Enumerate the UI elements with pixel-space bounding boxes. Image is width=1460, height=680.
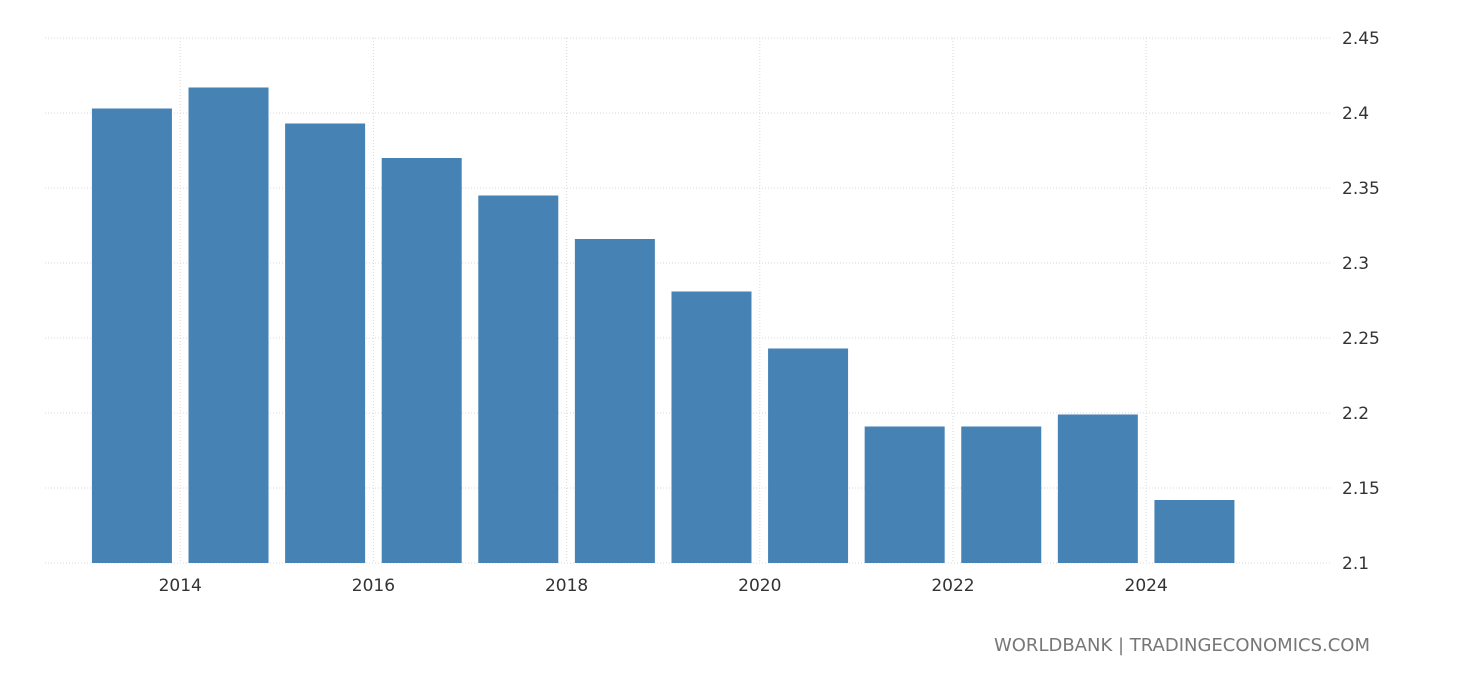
bar[interactable] bbox=[188, 87, 269, 564]
bar[interactable] bbox=[961, 426, 1042, 564]
bar[interactable] bbox=[91, 108, 172, 564]
y-tick-label: 2.45 bbox=[1342, 29, 1380, 49]
bar[interactable] bbox=[671, 291, 752, 564]
y-tick-label: 2.1 bbox=[1342, 554, 1369, 574]
y-axis-ticks: 2.1 2.15 2.2 2.25 2.3 2.35 2.4 2.45 bbox=[1342, 29, 1380, 574]
x-tick-label: 2018 bbox=[545, 576, 588, 596]
bar[interactable] bbox=[864, 426, 945, 564]
x-tick-label: 2014 bbox=[159, 576, 202, 596]
y-tick-label: 2.15 bbox=[1342, 479, 1380, 499]
bar[interactable] bbox=[574, 239, 655, 563]
x-tick-label: 2022 bbox=[931, 576, 974, 596]
y-tick-label: 2.35 bbox=[1342, 179, 1380, 199]
bar[interactable] bbox=[1057, 414, 1138, 564]
y-tick-label: 2.25 bbox=[1342, 329, 1380, 349]
x-tick-label: 2024 bbox=[1125, 576, 1168, 596]
x-axis-ticks: 2014 2016 2018 2020 2022 2024 bbox=[159, 576, 1168, 596]
y-tick-label: 2.3 bbox=[1342, 254, 1369, 274]
x-tick-label: 2016 bbox=[352, 576, 395, 596]
bar[interactable] bbox=[285, 123, 366, 564]
source-label[interactable]: WORLDBANK | TRADINGECONOMICS.COM bbox=[994, 635, 1370, 656]
y-tick-label: 2.4 bbox=[1342, 104, 1369, 124]
bars bbox=[91, 87, 1235, 564]
bar[interactable] bbox=[478, 195, 559, 564]
bar[interactable] bbox=[768, 348, 849, 564]
x-tick-label: 2020 bbox=[738, 576, 781, 596]
bar[interactable] bbox=[381, 158, 462, 563]
bar[interactable] bbox=[1154, 500, 1235, 563]
y-tick-label: 2.2 bbox=[1342, 404, 1369, 424]
